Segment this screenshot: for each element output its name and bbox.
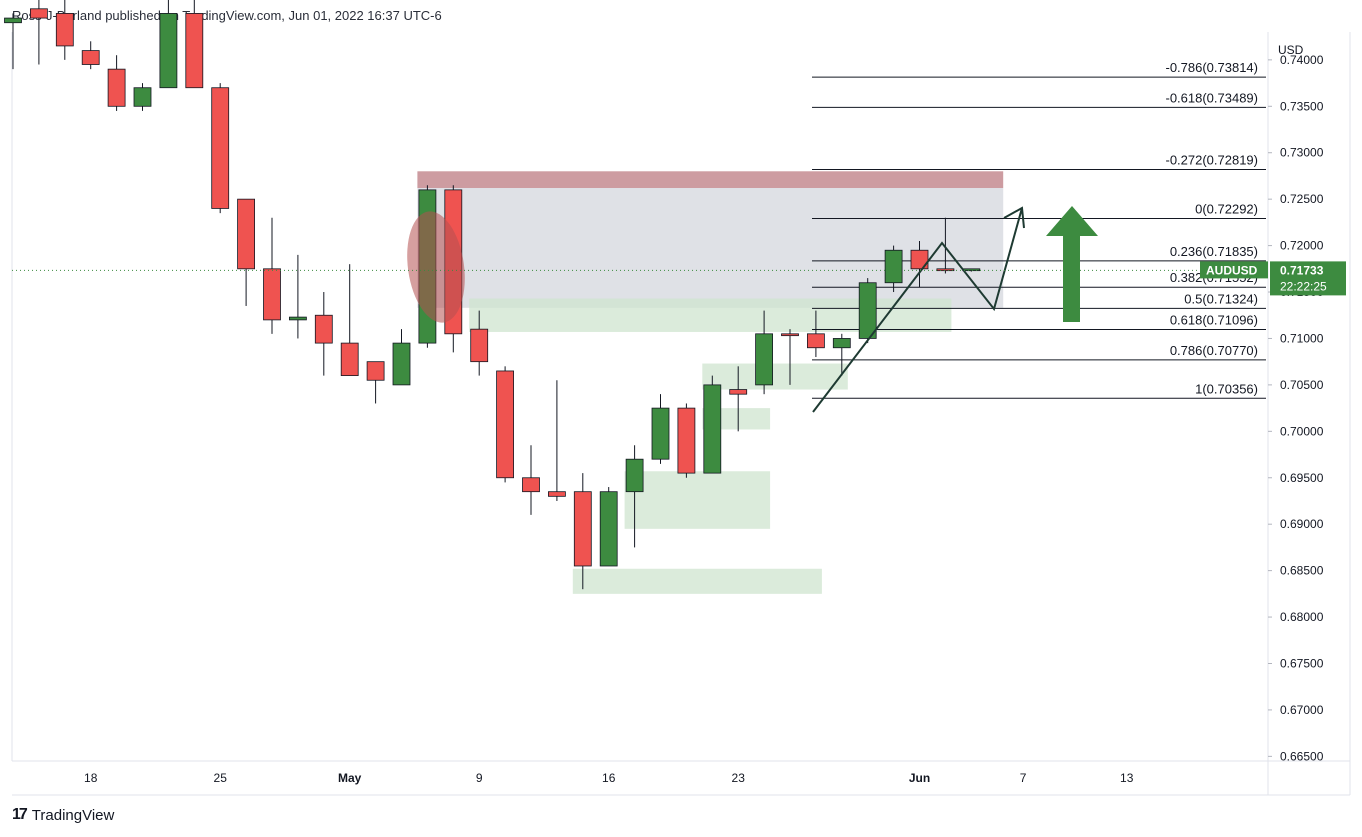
tradingview-logo[interactable]: 17 TradingView — [12, 806, 114, 824]
time-axis[interactable]: 18 25 May 9 16 23 Jun 7 13 — [84, 771, 1134, 785]
time-tick-label: May — [338, 771, 362, 785]
bullish-candle — [832, 338, 851, 349]
bearish-candle — [366, 361, 385, 381]
bullish-candle — [884, 249, 903, 284]
zones-layer — [417, 171, 1004, 594]
bearish-candle — [211, 87, 230, 209]
bearish-candle — [496, 370, 515, 479]
tradingview-logo-icon: 17 — [12, 806, 28, 823]
fib-level-label: -0.618(0.73489) — [1165, 90, 1258, 105]
price-tick-label: 0.67000 — [1280, 703, 1324, 717]
price-tag-value: 0.71733 — [1280, 263, 1324, 277]
price-tag — [1270, 261, 1346, 296]
bullish-candle — [858, 282, 877, 339]
fib-level-label: -0.786(0.73814) — [1165, 60, 1258, 75]
bearish-candle — [340, 342, 359, 377]
bearish-candle — [936, 268, 955, 272]
price-tick-label: 0.70500 — [1280, 378, 1324, 392]
bearish-candle — [185, 13, 204, 89]
symbol-tag-label: AUDUSD — [1206, 263, 1258, 277]
bearish-candle — [910, 249, 929, 270]
time-tick-label: 23 — [732, 771, 746, 785]
demand-zone[interactable] — [624, 471, 771, 529]
fib-level-label: 0.236(0.71835) — [1170, 244, 1258, 259]
price-axis[interactable]: 0.740000.735000.730000.725000.720000.715… — [1268, 53, 1324, 763]
fib-level-label: 0(0.72292) — [1195, 201, 1258, 216]
resistance-zone[interactable] — [417, 171, 1004, 189]
fib-level-label: 0.618(0.71096) — [1170, 313, 1258, 328]
price-tick-label: 0.70000 — [1280, 424, 1324, 438]
price-tick-label: 0.66500 — [1280, 749, 1324, 763]
bearish-candle — [107, 68, 126, 107]
bullish-candle — [625, 458, 644, 493]
time-tick-label: Jun — [909, 771, 930, 785]
bearish-candle — [81, 50, 100, 65]
price-tick-label: 0.68500 — [1280, 564, 1324, 578]
bullish-candle — [651, 407, 670, 460]
bullish-candle — [159, 13, 178, 89]
bearish-candle — [522, 477, 540, 493]
bearish-candle — [237, 198, 256, 270]
time-tick-label: 18 — [84, 771, 98, 785]
price-tick-label: 0.67500 — [1280, 656, 1324, 670]
price-tick-label: 0.73000 — [1280, 146, 1324, 160]
time-tick-label: 9 — [476, 771, 483, 785]
bullish-candle — [392, 342, 411, 386]
trend-path-line[interactable] — [812, 207, 1023, 413]
time-tick-label: 16 — [602, 771, 616, 785]
arrow-head — [1003, 206, 1025, 229]
price-tick-label: 0.71000 — [1280, 331, 1324, 345]
bearish-candle — [677, 407, 696, 474]
bullish-candle — [599, 491, 618, 567]
demand-zone[interactable] — [572, 568, 822, 594]
time-tick-label: 25 — [214, 771, 228, 785]
price-tick-label: 0.69500 — [1280, 471, 1324, 485]
last-price-tag: AUDUSD 0.71733 22:22:25 — [1200, 261, 1346, 296]
time-tick-label: 7 — [1020, 771, 1027, 785]
fib-level-label: 0.5(0.71324) — [1184, 291, 1258, 306]
bearish-candle — [470, 328, 489, 363]
price-tick-label: 0.72000 — [1280, 239, 1324, 253]
tradingview-brand-text: TradingView — [31, 806, 115, 824]
bearish-candle — [548, 491, 566, 497]
fibonacci-retracement[interactable]: -0.786(0.73814) -0.618(0.73489) -0.272(0.7… — [812, 60, 1266, 399]
up-arrow-icon[interactable] — [1046, 206, 1098, 322]
bullish-candle — [288, 316, 307, 321]
bearish-candle — [781, 333, 799, 337]
bearish-candle — [263, 268, 281, 321]
bullish-candle — [4, 17, 22, 24]
bullish-candle — [133, 87, 152, 107]
bullish-candle — [755, 333, 773, 386]
range-zone[interactable] — [417, 188, 1004, 308]
bullish-candle — [703, 384, 722, 474]
publish-header: Ross-J-Burland published on TradingView.… — [12, 8, 442, 23]
bearish-candle — [55, 13, 74, 47]
price-tick-label: 0.68000 — [1280, 610, 1324, 624]
price-tick-label: 0.74000 — [1280, 53, 1324, 67]
bearish-candle — [314, 314, 333, 344]
bearish-candle — [573, 491, 592, 567]
demand-zone[interactable] — [702, 363, 848, 390]
price-tick-label: 0.73500 — [1280, 99, 1324, 113]
fib-level-label: -0.272(0.72819) — [1165, 153, 1258, 168]
price-tick-label: 0.69000 — [1280, 517, 1324, 531]
bearish-candle — [807, 333, 825, 349]
bearish-candle — [729, 389, 748, 395]
drawings-layer[interactable] — [12, 206, 1268, 413]
time-tick-label: 13 — [1120, 771, 1134, 785]
price-tag-countdown: 22:22:25 — [1280, 279, 1327, 293]
fib-level-label: 0.786(0.70770) — [1170, 343, 1258, 358]
highlight-ellipse[interactable] — [400, 208, 471, 327]
price-tick-label: 0.72500 — [1280, 192, 1324, 206]
symbol-tag — [1200, 261, 1268, 279]
bullish-candle — [962, 268, 981, 272]
fib-level-label: 1(0.70356) — [1195, 381, 1258, 396]
currency-label: USD — [1278, 43, 1304, 57]
bearish-candle — [29, 8, 48, 19]
